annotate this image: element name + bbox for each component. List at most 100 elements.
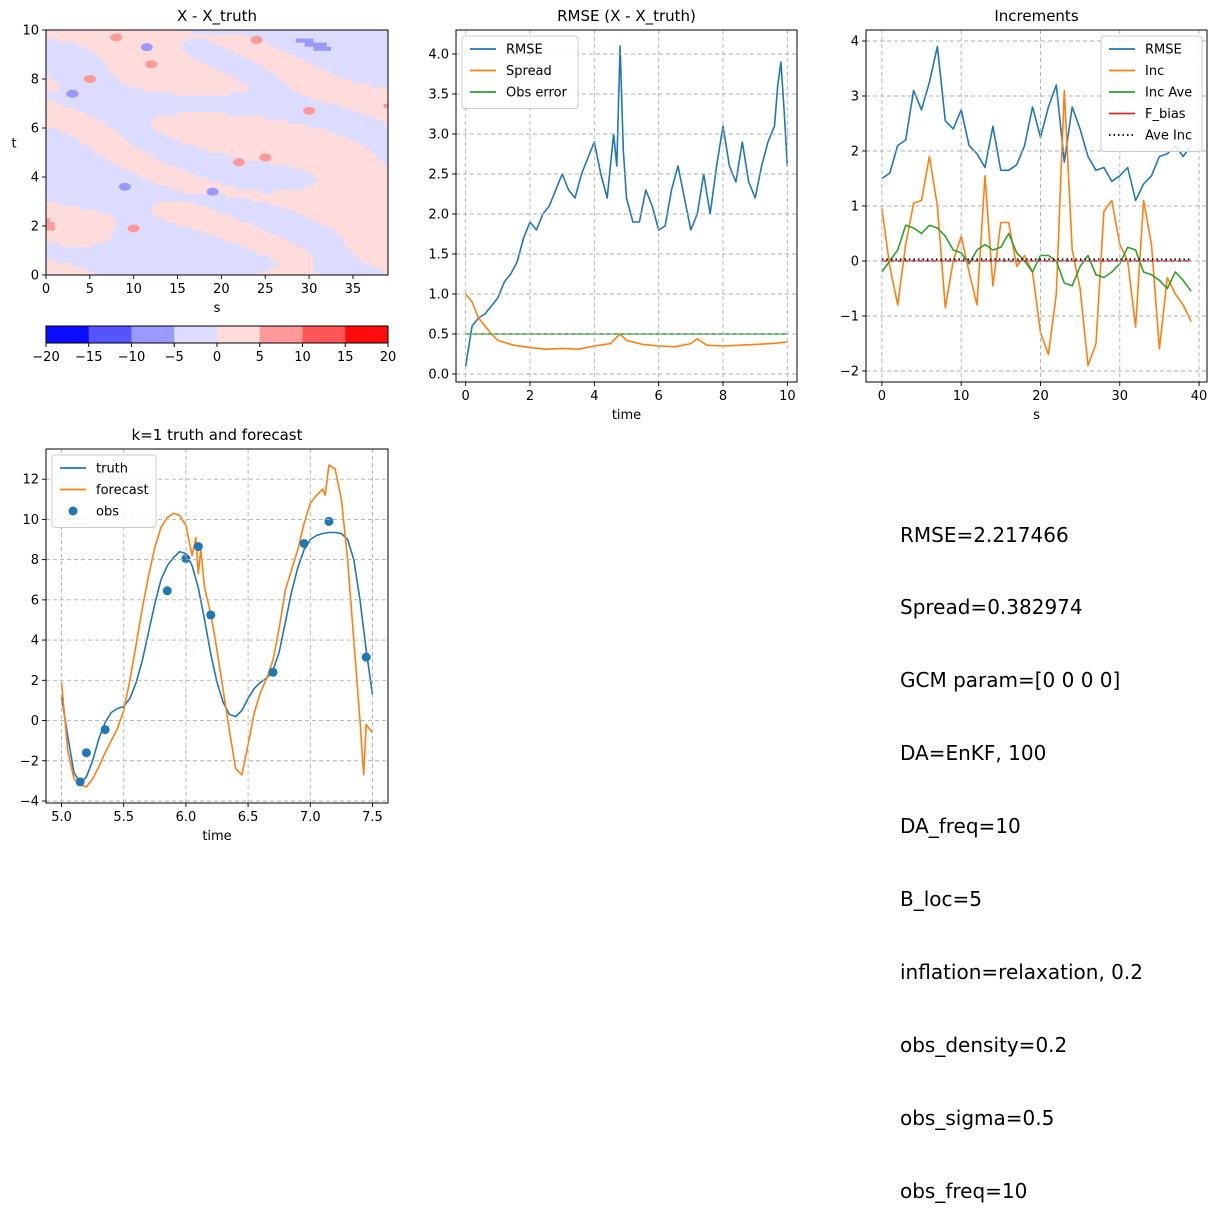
heatmap-cell <box>155 189 161 194</box>
heatmap-cell <box>344 172 349 178</box>
heatmap-cell <box>331 128 336 133</box>
heatmap-cell <box>199 181 205 186</box>
heatmap-cell <box>352 103 358 108</box>
heatmap-cell <box>72 197 78 202</box>
heatmap-cell <box>63 148 69 153</box>
heatmap-cell <box>164 58 170 64</box>
heatmap-cell <box>252 115 257 121</box>
heatmap-cell <box>357 58 363 64</box>
heatmap-cell <box>67 221 73 227</box>
x-tick-label: 30 <box>301 282 318 297</box>
heatmap-cell <box>67 209 73 215</box>
heatmap-cell <box>186 66 192 72</box>
heatmap-cell <box>107 185 113 190</box>
heatmap-cell <box>107 172 113 178</box>
heatmap-cell <box>181 58 187 64</box>
heatmap-cell <box>142 221 148 227</box>
heatmap-cell <box>352 254 358 260</box>
heatmap-cell <box>212 234 218 239</box>
heatmap-cell <box>129 58 135 64</box>
heatmap-cell <box>89 197 95 202</box>
heatmap-cell <box>76 95 82 100</box>
heatmap-cell <box>269 95 275 100</box>
heatmap-cell <box>304 34 310 39</box>
heatmap-cell <box>374 58 380 64</box>
heatmap-cell <box>208 156 214 162</box>
heatmap-cell <box>59 230 64 235</box>
heatmap-cell <box>269 250 275 255</box>
heatmap-cell <box>212 70 218 76</box>
heatmap-cell <box>304 197 310 202</box>
y-tick-label: 10 <box>22 513 39 528</box>
heatmap-cell <box>133 128 139 133</box>
y-tick-label: 0 <box>31 714 39 729</box>
heatmap-cell <box>142 254 148 260</box>
heatmap-cell <box>243 164 249 170</box>
heatmap-cell <box>177 140 183 145</box>
heatmap-cell <box>124 144 130 149</box>
heatmap-cell <box>335 58 341 64</box>
heatmap-cell <box>295 74 301 80</box>
heatmap-cell <box>151 201 157 206</box>
heatmap-cell <box>116 177 121 182</box>
heatmap-cell <box>348 226 354 231</box>
heatmap-cell <box>50 201 56 206</box>
heatmap-cell <box>326 107 332 113</box>
heatmap-cell <box>217 34 222 39</box>
y-tick-label: 1 <box>851 200 859 215</box>
heatmap-cell <box>138 164 143 170</box>
heatmap-cell <box>177 164 183 170</box>
heatmap-cell <box>103 46 108 51</box>
heatmap-cell <box>304 42 310 47</box>
heatmap-cell <box>164 201 170 206</box>
heatmap-cell <box>195 123 200 129</box>
heatmap-cell <box>186 230 192 235</box>
heatmap-cell <box>313 181 319 186</box>
y-tick-label: 2 <box>31 220 39 235</box>
heatmap-cell <box>256 197 262 202</box>
heatmap-cell <box>142 66 148 72</box>
heatmap-cell <box>72 30 78 35</box>
heatmap-cell <box>331 140 336 145</box>
heatmap-cell <box>124 250 130 255</box>
heatmap-cell <box>326 234 332 239</box>
heatmap-cell <box>199 197 205 202</box>
heatmap-cell <box>317 95 323 100</box>
heatmap-cell <box>260 213 266 219</box>
heatmap-cell <box>63 74 69 80</box>
heatmap-cell <box>103 234 108 239</box>
heatmap-cell <box>94 230 100 235</box>
heatmap-cell <box>300 209 306 215</box>
heatmap-cell <box>63 91 69 96</box>
heatmap-cell <box>217 66 222 72</box>
heatmap-cell <box>67 262 73 268</box>
heatmap-cell <box>352 250 358 255</box>
heatmap-cell <box>352 74 358 80</box>
heatmap-cell <box>379 111 385 117</box>
heatmap-cell <box>186 181 192 186</box>
heatmap-cell <box>322 152 328 157</box>
heatmap-cell <box>164 132 170 137</box>
heatmap-cell <box>50 172 56 178</box>
heatmap-cell <box>203 95 209 100</box>
heatmap-cell <box>370 242 376 247</box>
heatmap-cell <box>155 119 161 125</box>
heatmap-cell <box>260 34 266 39</box>
heatmap-cell <box>278 230 284 235</box>
heatmap-cell <box>181 270 187 275</box>
heatmap-cell <box>63 103 69 108</box>
heatmap-cell <box>291 185 297 190</box>
heatmap-cell <box>46 168 51 174</box>
heatmap-cell <box>177 91 183 96</box>
heatmap-cell <box>124 107 130 113</box>
heatmap-cell <box>230 34 235 39</box>
heatmap-cell <box>133 152 139 157</box>
heatmap-cell <box>120 213 126 219</box>
heatmap-cell <box>199 250 205 255</box>
heatmap-cell <box>370 119 376 125</box>
heatmap-cell <box>225 185 231 190</box>
heatmap-cell <box>203 156 209 162</box>
heatmap-cell <box>317 172 323 178</box>
heatmap-cell <box>208 58 214 64</box>
heatmap-cell <box>217 30 222 35</box>
